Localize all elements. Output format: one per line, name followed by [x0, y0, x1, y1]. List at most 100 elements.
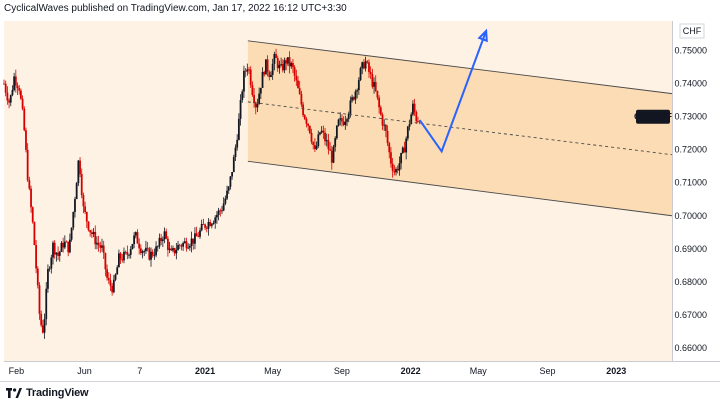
candle [249, 66, 252, 88]
candle-body [14, 76, 17, 86]
candle [180, 243, 183, 251]
tradingview-logo[interactable]: TradingView [6, 387, 89, 399]
candle-body [74, 199, 76, 212]
candle [87, 221, 90, 232]
candle [114, 273, 117, 282]
candle [388, 141, 391, 159]
projection-path[interactable] [418, 30, 488, 154]
candle [381, 112, 384, 131]
candle [170, 245, 173, 252]
candle-body [305, 119, 308, 124]
candle-body [160, 237, 163, 242]
candle-body [47, 269, 49, 289]
time-axis[interactable]: Feb Jun 7 2021 May Sep 2022 May Sep 2023 [9, 366, 627, 376]
candle [212, 220, 215, 225]
candle-body [253, 95, 255, 104]
candle [234, 144, 237, 162]
candle-body [38, 285, 41, 314]
candle-body [55, 252, 58, 255]
candle [199, 227, 201, 239]
candle-body [26, 149, 29, 181]
channel-upper-line[interactable] [247, 40, 673, 95]
candle [227, 185, 230, 194]
candle-body [58, 251, 61, 256]
candle-body [298, 88, 301, 94]
candle-body [68, 239, 71, 253]
candle [124, 250, 127, 255]
candle [278, 60, 281, 74]
candle [101, 238, 103, 252]
candle-body [384, 124, 387, 132]
candle [295, 69, 298, 86]
candle [70, 227, 73, 242]
candle-body [18, 88, 21, 91]
candle [128, 253, 130, 259]
candle [303, 113, 306, 121]
candle-body [202, 223, 205, 225]
candles-group [3, 48, 421, 339]
price-tick-label: 0.74000 [674, 79, 707, 89]
candle-body [75, 183, 78, 200]
candle-body [286, 57, 289, 64]
candle-body [84, 206, 87, 213]
candle [374, 75, 377, 93]
candle [251, 81, 254, 97]
candle-body [268, 72, 271, 77]
candle-body [114, 274, 117, 280]
candle-body [271, 63, 274, 75]
candle [202, 218, 205, 225]
channel-middle-line[interactable] [247, 101, 673, 156]
candle-body [241, 91, 244, 101]
candle-body [102, 245, 105, 254]
candle-body [28, 180, 31, 189]
candle [75, 181, 78, 200]
candle-body [270, 74, 272, 77]
candle-body [145, 247, 147, 252]
candle [315, 141, 318, 151]
time-tick-label: 2022 [401, 366, 421, 376]
candle [106, 264, 108, 281]
candle [63, 235, 66, 250]
candle-body [52, 242, 54, 258]
candle [23, 106, 26, 132]
candle-body [21, 98, 24, 109]
candle [376, 90, 379, 101]
candle [271, 58, 274, 80]
candle [99, 241, 102, 253]
candle [112, 274, 115, 294]
candle [401, 146, 404, 154]
channel-lower-line[interactable] [247, 160, 673, 217]
candle-body [292, 63, 294, 68]
candle-body [356, 90, 359, 92]
candle-body [396, 168, 399, 171]
candle-body [312, 141, 315, 145]
candle-body [121, 259, 124, 261]
price-axis[interactable]: 0.75000 0.74000 0.73000 0.72000 0.71000 0.700… [674, 46, 707, 353]
candle-body [288, 57, 291, 67]
candle [286, 57, 289, 66]
candle-body [195, 233, 198, 237]
candle [26, 143, 29, 182]
candle-body [136, 232, 139, 244]
candle-body [163, 231, 166, 240]
candle-body [99, 245, 102, 248]
candle [366, 60, 369, 64]
candle-body [280, 64, 283, 65]
candle [143, 249, 146, 256]
candle-body [244, 70, 247, 72]
candle [43, 313, 46, 339]
candle [302, 101, 304, 117]
candle-body [352, 97, 355, 100]
candle-body [236, 139, 239, 148]
candle [126, 245, 129, 260]
candle-body [111, 285, 114, 293]
candle [153, 248, 156, 260]
price-tick-label: 0.66000 [674, 343, 707, 353]
candle [210, 222, 213, 229]
candle-body [87, 221, 90, 231]
candle [74, 196, 76, 218]
candle-body [92, 231, 95, 235]
candle [60, 240, 63, 252]
